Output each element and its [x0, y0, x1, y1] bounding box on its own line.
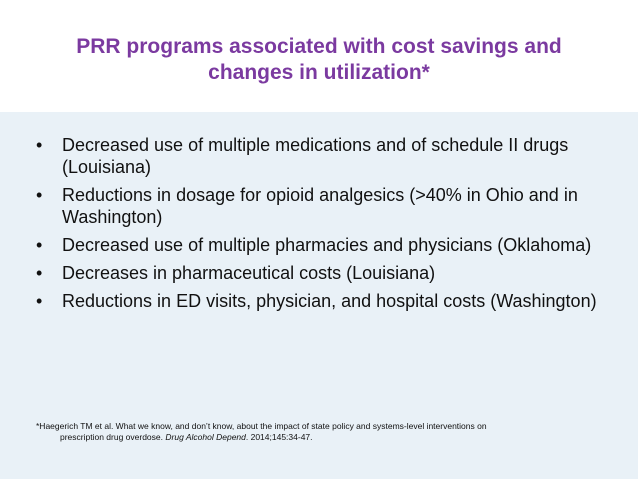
bullet-icon: •: [36, 135, 43, 155]
bullet-icon: •: [36, 263, 43, 283]
bullet-text: Decreased use of multiple medications an…: [62, 135, 569, 177]
footnote-text-3: . 2014;145:34-47.: [245, 432, 313, 442]
bullet-item: • Reductions in ED visits, physician, an…: [0, 290, 638, 312]
bullet-item: • Reductions in dosage for opioid analge…: [0, 184, 638, 228]
slide-title: PRR programs associated with cost saving…: [10, 34, 628, 86]
bullet-item: • Decreases in pharmaceutical costs (Lou…: [0, 262, 638, 284]
bullet-icon: •: [36, 185, 43, 205]
footnote-citation: *Haegerich TM et al. What we know, and d…: [36, 421, 596, 443]
bullet-icon: •: [36, 235, 43, 255]
bullet-text: Decreases in pharmaceutical costs (Louis…: [62, 263, 436, 283]
bullet-icon: •: [36, 291, 43, 311]
bullet-text: Reductions in ED visits, physician, and …: [62, 291, 597, 311]
slide-title-line-1: PRR programs associated with cost saving…: [76, 35, 562, 58]
footnote-journal: Drug Alcohol Depend: [165, 432, 246, 442]
footnote-line-2: prescription drug overdose. Drug Alcohol…: [36, 432, 596, 443]
title-band: PRR programs associated with cost saving…: [0, 0, 638, 112]
bullet-item: • Decreased use of multiple medications …: [0, 134, 638, 178]
footnote-text-1: *Haegerich TM et al. What we know, and d…: [36, 421, 487, 431]
bullet-list: • Decreased use of multiple medications …: [0, 134, 638, 318]
bullet-item: • Decreased use of multiple pharmacies a…: [0, 234, 638, 256]
bullet-text: Decreased use of multiple pharmacies and…: [62, 235, 592, 255]
slide-title-line-2: changes in utilization*: [208, 61, 430, 84]
bullet-text: Reductions in dosage for opioid analgesi…: [62, 185, 578, 227]
footnote-text-2: prescription drug overdose.: [60, 432, 164, 442]
